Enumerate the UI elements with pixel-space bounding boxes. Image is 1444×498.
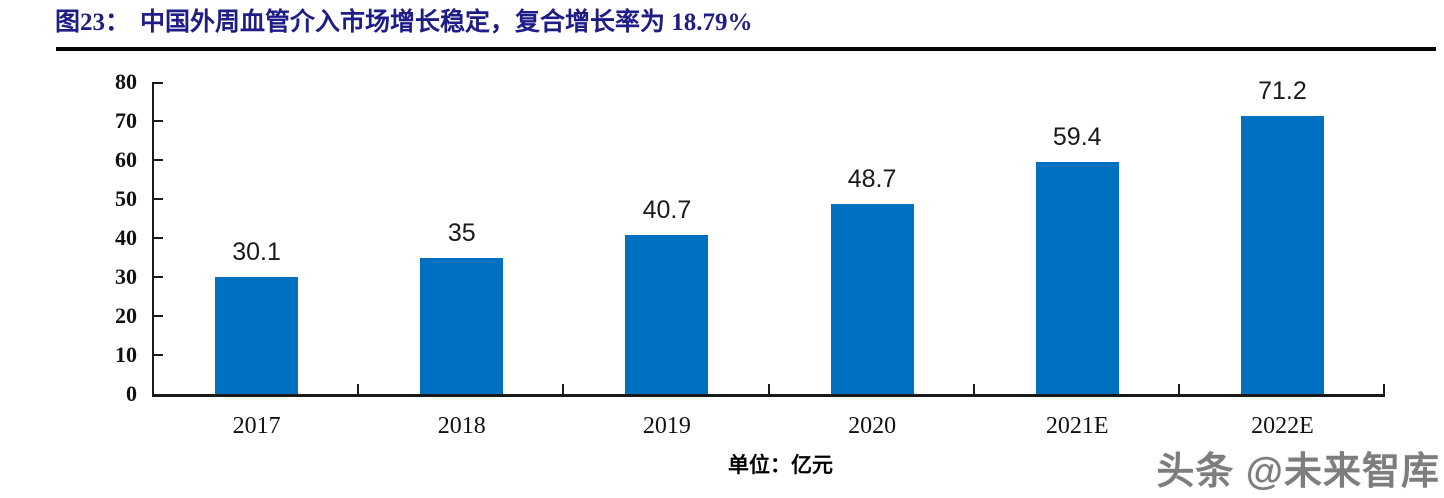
x-axis-tick (1383, 384, 1385, 394)
figure-number-label: 图23： (55, 9, 131, 36)
bar (625, 235, 709, 394)
x-axis-tick (972, 384, 975, 394)
bar (1240, 116, 1324, 394)
x-axis-tick (1177, 384, 1180, 394)
x-axis-tick (562, 384, 565, 394)
x-category-label: 2017 (232, 413, 281, 439)
figure-title: 图23： 中国外周血管介入市场增长稳定，复合增长率为 18.79% (55, 6, 1435, 42)
toutiao-watermark: 头条 @未来智库 (1156, 451, 1440, 493)
y-axis-tick (154, 276, 163, 278)
bar-value-label: 35 (447, 218, 476, 247)
unit-label: 单位：亿元 (728, 454, 833, 477)
y-axis-tick (154, 354, 163, 356)
y-axis-tick-label: 0 (126, 381, 137, 406)
y-axis-tick (154, 159, 163, 161)
bar-value-label: 48.7 (847, 165, 897, 194)
y-axis-tick-label: 30 (115, 264, 137, 289)
y-axis-tick (154, 120, 163, 122)
bar-chart-plot-area: 0 10 20 30 40 50 60 70 80 30.1 2017 35 2018 40.7 2019 4… (115, 70, 1385, 439)
x-category-label: 2022E (1251, 413, 1314, 439)
x-axis-tick (767, 384, 770, 394)
bar-value-label: 71.2 (1258, 77, 1307, 106)
bar (420, 257, 504, 394)
y-axis-tick-label: 20 (115, 303, 137, 328)
y-axis-tick-label: 50 (115, 186, 137, 211)
y-axis-tick-label: 60 (115, 147, 137, 172)
bar (215, 276, 299, 394)
bar (1035, 162, 1119, 394)
x-axis-tick (357, 384, 360, 394)
x-category-label: 2021E (1045, 413, 1109, 439)
y-axis-tick (154, 198, 163, 200)
x-category-label: 2018 (437, 413, 486, 439)
y-axis-tick (154, 315, 163, 317)
bar (830, 204, 914, 394)
y-axis-tick (154, 237, 163, 239)
x-category-label: 2020 (848, 413, 897, 439)
x-category-label: 2019 (642, 413, 691, 439)
y-axis-tick-label: 80 (115, 69, 137, 94)
y-axis-tick-label: 70 (115, 108, 137, 133)
y-axis-tick-label: 40 (115, 225, 137, 250)
bar-value-label: 40.7 (642, 196, 692, 225)
y-axis-tick-label: 10 (115, 342, 137, 367)
bar-value-label: 30.1 (232, 237, 281, 266)
bar-value-label: 59.4 (1052, 123, 1102, 152)
title-divider-rule (56, 47, 1436, 51)
y-axis-tick (154, 82, 163, 84)
figure-title-text: 中国外周血管介入市场增长稳定，复合增长率为 18.79% (140, 9, 753, 36)
